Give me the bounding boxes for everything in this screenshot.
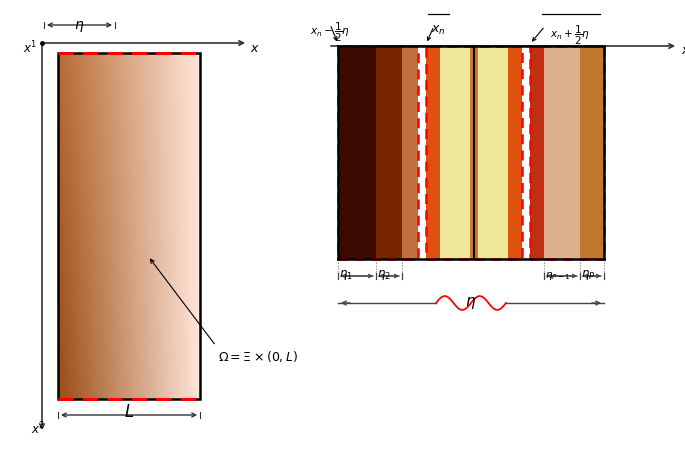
Text: $\eta_P$: $\eta_P$ bbox=[581, 268, 595, 282]
Text: $\eta_{P-1}$: $\eta_{P-1}$ bbox=[545, 270, 571, 282]
Bar bbox=[530, 46, 604, 259]
Bar bbox=[470, 46, 478, 259]
Text: $x_n - \dfrac{1}{2}\eta$: $x_n - \dfrac{1}{2}\eta$ bbox=[310, 21, 350, 44]
Bar bbox=[508, 46, 522, 259]
Text: $\eta$: $\eta$ bbox=[465, 295, 477, 311]
Bar bbox=[440, 46, 470, 259]
Text: $\eta$: $\eta$ bbox=[75, 19, 85, 34]
Text: $\eta_1$: $\eta_1$ bbox=[339, 268, 353, 282]
Bar bbox=[376, 46, 402, 259]
Text: $x$: $x$ bbox=[681, 44, 685, 57]
Bar bbox=[478, 46, 508, 259]
Text: $\eta_2$: $\eta_2$ bbox=[377, 268, 391, 282]
Text: $\Omega = \Xi \times (0, L)$: $\Omega = \Xi \times (0, L)$ bbox=[218, 349, 298, 364]
Text: $x^2$: $x^2$ bbox=[31, 420, 45, 437]
Bar bbox=[522, 46, 530, 259]
Bar bbox=[338, 46, 376, 259]
Bar bbox=[402, 46, 418, 259]
Text: $x_n$: $x_n$ bbox=[431, 24, 445, 37]
Text: $x^1$: $x^1$ bbox=[23, 40, 37, 56]
Text: $x$: $x$ bbox=[250, 42, 260, 55]
Text: $L$: $L$ bbox=[124, 404, 134, 421]
Bar bbox=[530, 46, 544, 259]
Bar bbox=[418, 46, 426, 259]
Bar bbox=[338, 46, 418, 259]
Bar bbox=[544, 46, 580, 259]
Bar bbox=[426, 46, 522, 259]
Bar bbox=[426, 46, 440, 259]
Bar bbox=[58, 53, 200, 399]
Text: $x_n + \dfrac{1}{2}\eta$: $x_n + \dfrac{1}{2}\eta$ bbox=[550, 24, 590, 47]
Bar bbox=[580, 46, 604, 259]
